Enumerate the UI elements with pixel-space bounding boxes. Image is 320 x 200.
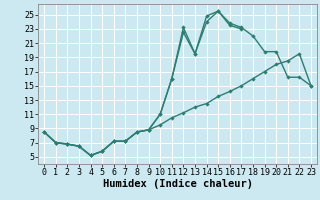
X-axis label: Humidex (Indice chaleur): Humidex (Indice chaleur) bbox=[103, 179, 252, 189]
